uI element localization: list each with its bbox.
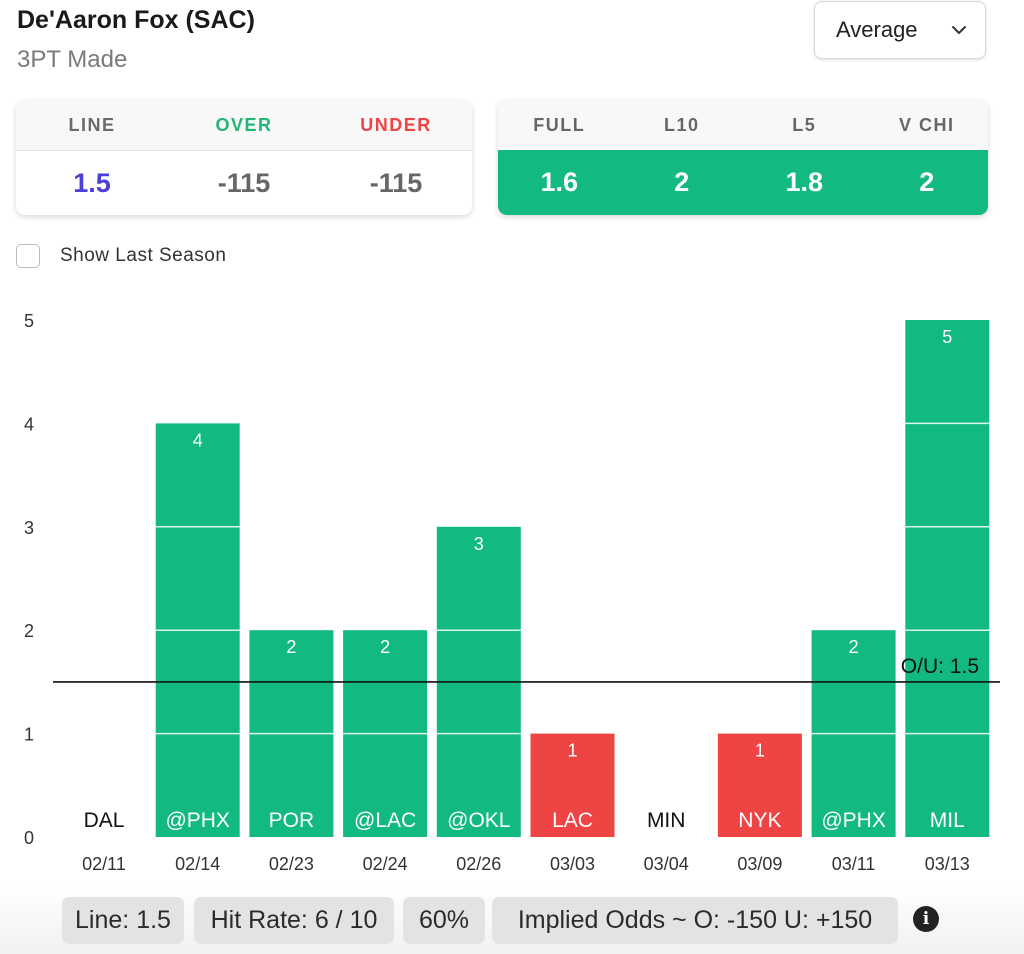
bar-opponent-label: NYK — [738, 809, 781, 832]
bar-value-label: 5 — [942, 327, 952, 347]
average-dropdown[interactable]: Average — [814, 1, 986, 59]
implied-odds-pill: Implied Odds ~ O: -150 U: +150 — [492, 897, 898, 944]
show-last-season-label: Show Last Season — [60, 245, 227, 266]
x-tick-label: 02/24 — [363, 854, 408, 874]
x-tick-label: 02/11 — [82, 854, 126, 874]
bar-opponent-label: POR — [269, 809, 315, 832]
over-header: OVER — [215, 114, 273, 135]
x-tick-label: 02/23 — [269, 854, 314, 874]
player-name: De'Aaron Fox (SAC) — [17, 6, 255, 34]
bar-value-label: 1 — [755, 741, 765, 761]
bar — [905, 320, 990, 837]
under-header: UNDER — [360, 114, 432, 135]
bar-value-label: 2 — [286, 637, 296, 657]
y-tick-label: 4 — [24, 414, 34, 434]
l5-average-value: 1.8 — [785, 167, 824, 197]
bar-value-label: 2 — [380, 637, 390, 657]
bar-opponent-label: @PHX — [165, 809, 230, 832]
info-icon[interactable]: i — [913, 906, 939, 932]
bar — [530, 733, 615, 837]
bar-opponent-label: MIL — [930, 809, 965, 832]
l5-header: L5 — [792, 114, 817, 135]
l10-average-value: 2 — [674, 167, 690, 197]
vs-chi-average-value: 2 — [919, 167, 935, 197]
x-tick-label: 03/13 — [925, 854, 970, 874]
show-last-season-checkbox[interactable] — [16, 244, 40, 268]
show-last-season-toggle[interactable]: Show Last Season — [16, 244, 226, 268]
full-average-value: 1.6 — [540, 167, 579, 197]
bar-opponent-label: DAL — [84, 809, 125, 832]
vs-chi-header: V CHI — [898, 114, 955, 135]
over-under-label: O/U: 1.5 — [901, 655, 979, 678]
bar-opponent-label: MIN — [647, 809, 686, 832]
bar-value-label: 2 — [849, 637, 859, 657]
x-tick-label: 03/04 — [644, 854, 689, 874]
line-value: 1.5 — [73, 168, 111, 198]
bar-opponent-label: @LAC — [354, 809, 416, 832]
bar-value-label: 3 — [474, 534, 484, 554]
bar-opponent-label: @OKL — [447, 809, 510, 832]
bar-opponent-label: LAC — [552, 809, 593, 832]
dropdown-selected-value: Average — [836, 17, 918, 42]
three-pt-made-bar-chart: 0 1 2 3 4 5 DAL 02/11 4 @PHX 02/14 2 POR 02/23 2 @LAC 02… — [24, 311, 1000, 874]
hit-rate-pill: Hit Rate: 6 / 10 — [194, 897, 394, 944]
y-tick-label: 2 — [24, 621, 34, 641]
chevron-down-icon — [952, 26, 966, 34]
y-tick-label: 1 — [24, 725, 34, 745]
y-tick-label: 0 — [24, 828, 34, 848]
l10-header: L10 — [663, 114, 700, 135]
stat-name: 3PT Made — [17, 46, 128, 73]
x-tick-label: 03/09 — [737, 854, 782, 874]
bar — [717, 733, 802, 837]
under-odds-value: -115 — [369, 168, 423, 198]
full-header: FULL — [533, 114, 586, 135]
x-tick-label: 03/11 — [832, 854, 876, 874]
line-pill: Line: 1.5 — [62, 897, 184, 944]
x-tick-label: 02/26 — [456, 854, 501, 874]
y-tick-label: 3 — [24, 518, 34, 538]
bar-opponent-label: @PHX — [821, 809, 886, 832]
bar-value-label: 4 — [193, 430, 203, 450]
over-odds-value: -115 — [217, 168, 271, 198]
hit-percent-pill: 60% — [403, 897, 485, 944]
bar-value-label: 1 — [567, 741, 577, 761]
x-tick-label: 02/14 — [175, 854, 220, 874]
x-tick-label: 03/03 — [550, 854, 595, 874]
y-tick-label: 5 — [24, 311, 34, 331]
averages-card: FULL L10 L5 V CHI 1.6 2 1.8 2 — [498, 100, 988, 215]
line-odds-card: LINE OVER UNDER 1.5 -115 -115 — [16, 100, 472, 215]
line-header: LINE — [68, 114, 116, 135]
